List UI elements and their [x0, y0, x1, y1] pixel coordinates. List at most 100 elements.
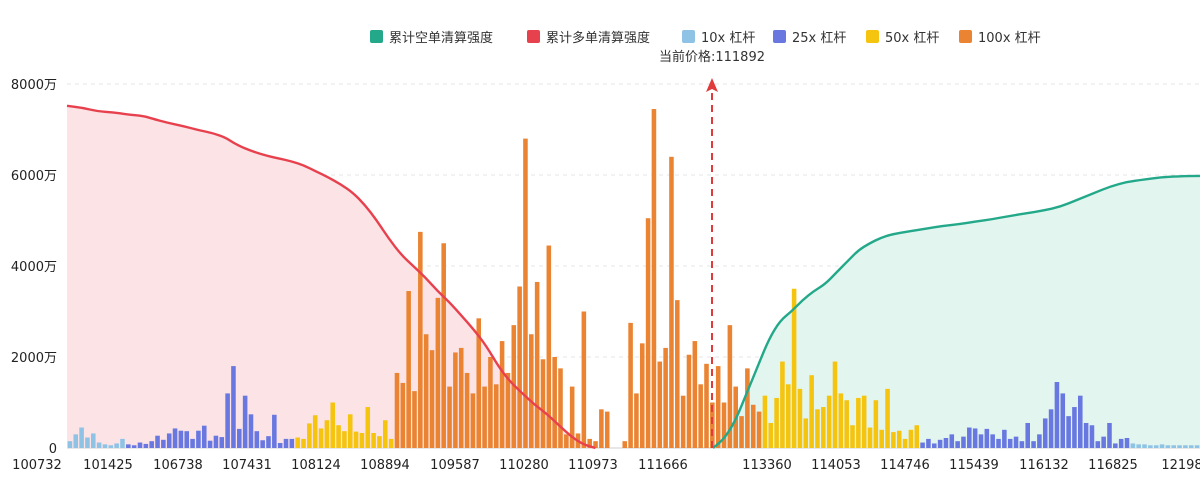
bar-25x[interactable] [1124, 437, 1130, 448]
bar-100x[interactable] [482, 386, 487, 448]
bar-25x[interactable] [1025, 422, 1030, 448]
bar-100x[interactable] [540, 359, 546, 448]
bar-100x[interactable] [406, 291, 411, 448]
bar-25x[interactable] [1048, 409, 1054, 448]
bar-25x[interactable] [1031, 441, 1036, 448]
bar-100x[interactable] [499, 341, 505, 448]
bar-100x[interactable] [727, 325, 733, 448]
bar-25x[interactable] [149, 441, 154, 448]
bar-100x[interactable] [651, 109, 657, 449]
bar-50x[interactable] [336, 425, 341, 448]
bar-100x[interactable] [745, 368, 750, 449]
bar-100x[interactable] [657, 361, 663, 448]
bar-100x[interactable] [739, 416, 744, 448]
bar-50x[interactable] [365, 407, 371, 448]
bar-50x[interactable] [359, 432, 365, 448]
bar-50x[interactable] [371, 432, 376, 448]
bar-25x[interactable] [201, 425, 207, 448]
bar-100x[interactable] [429, 350, 435, 448]
bar-100x[interactable] [458, 347, 464, 448]
bar-100x[interactable] [692, 341, 698, 448]
bar-50x[interactable] [307, 423, 312, 448]
legend-item[interactable]: 10x 杠杆 [682, 30, 755, 46]
bar-100x[interactable] [447, 386, 452, 448]
bar-25x[interactable] [1007, 438, 1013, 448]
bar-100x[interactable] [564, 434, 569, 448]
bar-50x[interactable] [873, 400, 879, 448]
bar-25x[interactable] [283, 438, 289, 448]
bar-25x[interactable] [178, 430, 184, 448]
bar-25x[interactable] [1072, 407, 1077, 448]
bar-10x[interactable] [96, 442, 102, 448]
bar-10x[interactable] [73, 434, 79, 448]
bar-10x[interactable] [1188, 445, 1194, 448]
bar-25x[interactable] [237, 428, 242, 448]
bar-100x[interactable] [710, 402, 715, 449]
bar-25x[interactable] [1060, 393, 1066, 448]
bar-10x[interactable] [1194, 445, 1200, 448]
bar-100x[interactable] [493, 384, 499, 448]
bar-100x[interactable] [698, 384, 703, 448]
bar-100x[interactable] [581, 311, 587, 449]
bar-25x[interactable] [260, 440, 265, 448]
bar-100x[interactable] [628, 322, 633, 449]
bar-10x[interactable] [102, 444, 108, 448]
bar-50x[interactable] [388, 438, 394, 448]
bar-25x[interactable] [231, 366, 236, 448]
bar-25x[interactable] [289, 438, 295, 448]
bar-25x[interactable] [161, 439, 166, 448]
bar-100x[interactable] [715, 366, 721, 448]
bar-100x[interactable] [476, 318, 482, 448]
bar-50x[interactable] [377, 436, 382, 448]
bar-100x[interactable] [546, 245, 552, 448]
bar-25x[interactable] [277, 443, 283, 448]
bar-100x[interactable] [418, 231, 423, 449]
bar-50x[interactable] [762, 395, 768, 448]
bar-25x[interactable] [972, 428, 978, 448]
bar-100x[interactable] [423, 334, 429, 448]
bar-100x[interactable] [756, 411, 762, 448]
bar-10x[interactable] [1171, 445, 1176, 448]
bar-25x[interactable] [190, 438, 195, 448]
bar-50x[interactable] [821, 407, 826, 448]
bar-25x[interactable] [920, 442, 925, 448]
bar-100x[interactable] [464, 372, 470, 448]
bar-100x[interactable] [680, 395, 686, 448]
bar-50x[interactable] [383, 420, 388, 448]
bar-100x[interactable] [622, 441, 628, 448]
bar-50x[interactable] [838, 393, 844, 448]
bar-100x[interactable] [523, 138, 528, 448]
bar-25x[interactable] [172, 428, 178, 448]
bar-100x[interactable] [593, 441, 598, 448]
bar-25x[interactable] [1095, 441, 1101, 448]
bar-100x[interactable] [435, 297, 441, 448]
bar-10x[interactable] [1142, 444, 1147, 448]
bar-25x[interactable] [967, 427, 972, 448]
bar-100x[interactable] [534, 281, 540, 448]
bar-100x[interactable] [686, 354, 692, 448]
bar-25x[interactable] [1089, 425, 1095, 448]
bar-100x[interactable] [453, 352, 458, 448]
bar-50x[interactable] [861, 395, 867, 448]
bar-10x[interactable] [91, 433, 96, 448]
bar-50x[interactable] [815, 409, 820, 448]
bar-50x[interactable] [312, 415, 318, 448]
bar-25x[interactable] [984, 428, 990, 448]
bar-50x[interactable] [902, 438, 908, 448]
bar-25x[interactable] [248, 414, 254, 448]
bar-25x[interactable] [131, 445, 137, 448]
bar-100x[interactable] [750, 404, 756, 448]
bar-25x[interactable] [1078, 395, 1083, 448]
bar-100x[interactable] [604, 411, 610, 448]
bar-100x[interactable] [663, 347, 668, 448]
bar-25x[interactable] [1013, 436, 1019, 449]
bar-25x[interactable] [184, 431, 190, 448]
bar-10x[interactable] [1148, 445, 1153, 448]
bar-50x[interactable] [867, 427, 873, 448]
bar-100x[interactable] [470, 393, 476, 448]
bar-25x[interactable] [155, 435, 160, 448]
bar-100x[interactable] [645, 218, 651, 448]
bar-50x[interactable] [342, 431, 347, 448]
bar-25x[interactable] [1002, 429, 1007, 448]
bar-50x[interactable] [809, 375, 814, 448]
